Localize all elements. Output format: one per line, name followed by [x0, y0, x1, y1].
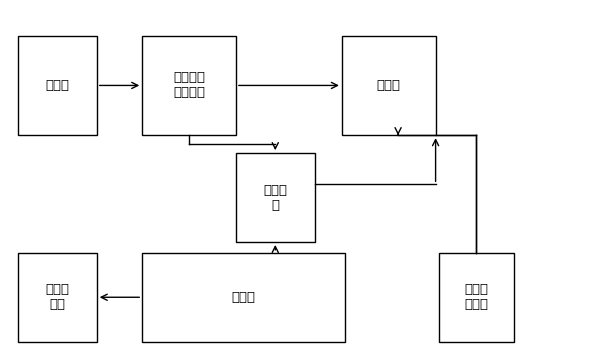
Bar [142, 36, 236, 135]
Bar [342, 36, 436, 135]
Bar [18, 36, 97, 135]
Text: 电池组: 电池组 [377, 79, 401, 92]
Bar [142, 253, 345, 342]
Text: 均衡模
块: 均衡模 块 [263, 184, 287, 211]
Text: 交流输入
控制单元: 交流输入 控制单元 [173, 72, 205, 99]
Text: 充电机: 充电机 [45, 79, 70, 92]
Bar [236, 153, 315, 242]
Bar [439, 253, 514, 342]
Text: 控制器: 控制器 [232, 291, 255, 304]
Text: 数据检
测单元: 数据检 测单元 [465, 283, 488, 311]
Bar [18, 253, 97, 342]
Text: 数显及
通讯: 数显及 通讯 [45, 283, 70, 311]
